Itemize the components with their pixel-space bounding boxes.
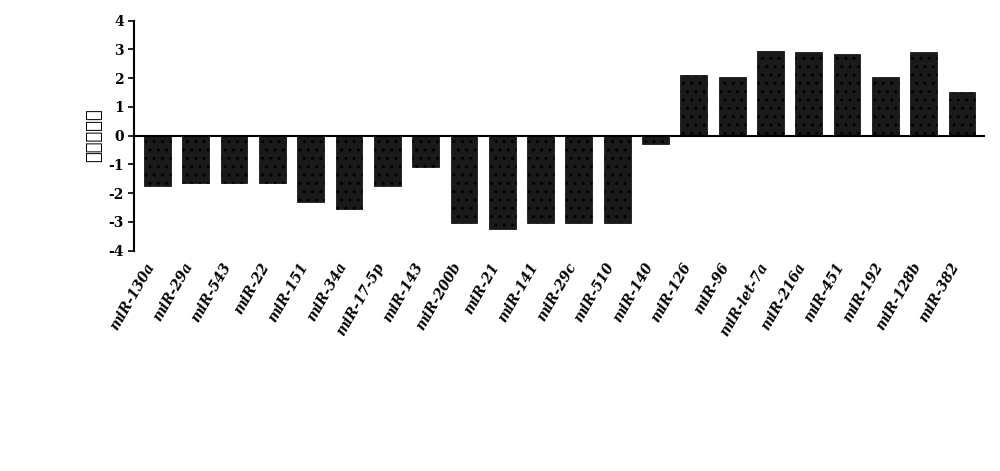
Bar [910,52,937,136]
Bar [680,75,707,136]
Bar [451,136,477,223]
Bar [757,51,784,136]
Bar [872,77,899,136]
Bar [565,136,592,223]
Bar [795,52,822,136]
Bar [949,92,975,136]
Bar [374,136,401,186]
Bar [297,136,324,202]
Bar [144,136,171,186]
Bar [489,136,516,229]
Bar [336,136,362,209]
Bar [221,136,247,183]
Bar [719,77,746,136]
Bar [604,136,631,223]
Bar [412,136,439,167]
Bar [527,136,554,223]
Bar [834,54,860,136]
Bar [642,136,669,144]
Bar [182,136,209,183]
Y-axis label: 倍数变化值: 倍数变化值 [85,109,103,162]
Bar [259,136,286,183]
